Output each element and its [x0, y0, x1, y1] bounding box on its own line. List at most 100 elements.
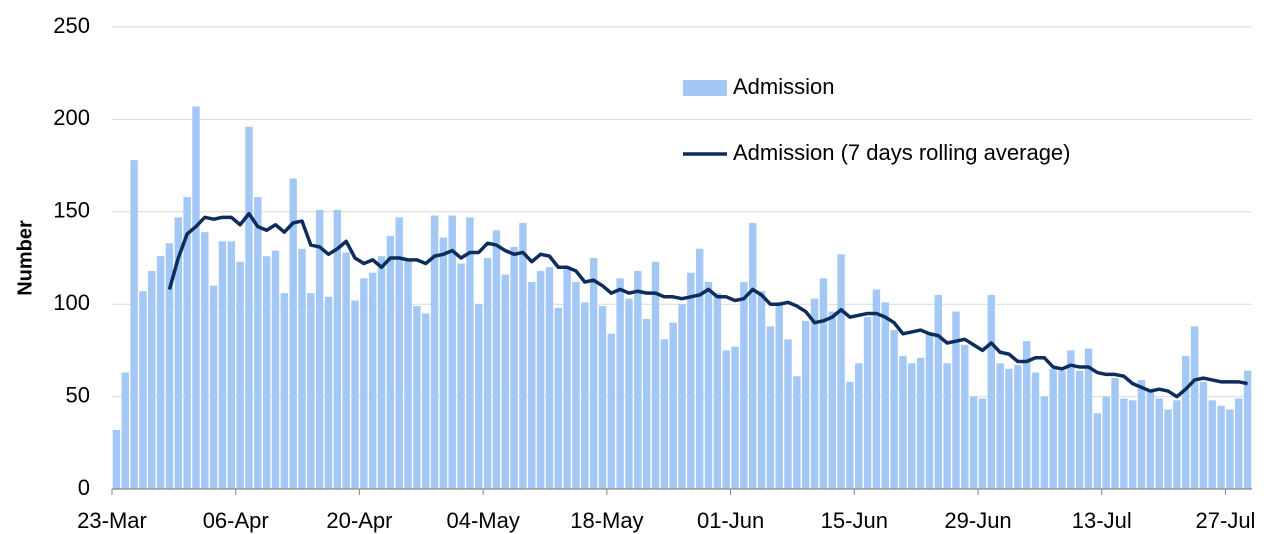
bar	[1084, 348, 1093, 489]
x-tick-label: 04-May	[446, 508, 519, 533]
bar	[607, 333, 616, 489]
bar	[536, 270, 545, 489]
bar	[766, 326, 775, 489]
bar	[333, 209, 342, 489]
legend-label: Admission (7 days rolling average)	[733, 140, 1071, 165]
bar	[695, 248, 704, 489]
bar	[625, 298, 633, 489]
bar	[678, 304, 686, 489]
bar	[1199, 381, 1208, 489]
bar	[1120, 398, 1128, 489]
bar	[395, 217, 403, 489]
bar	[563, 269, 571, 489]
bar	[483, 258, 492, 489]
legend-swatch	[683, 80, 727, 96]
bar	[1093, 413, 1102, 489]
bar	[315, 209, 324, 489]
bar	[598, 306, 607, 489]
y-tick-label: 250	[53, 13, 90, 38]
x-tick-label: 20-Apr	[326, 508, 392, 533]
x-tick-label: 01-Jun	[697, 508, 764, 533]
bar	[183, 197, 191, 490]
bar	[810, 298, 819, 489]
bar	[1155, 398, 1163, 489]
bar	[731, 346, 739, 489]
bar	[298, 248, 306, 489]
bar	[634, 270, 642, 489]
bar	[368, 272, 377, 489]
bar	[934, 294, 942, 489]
bar	[271, 250, 280, 489]
y-tick-label: 150	[53, 198, 90, 223]
bar	[475, 304, 483, 489]
bar	[642, 318, 651, 489]
bar	[1058, 370, 1066, 489]
bar	[457, 263, 465, 489]
y-tick-label: 0	[78, 475, 90, 500]
bar	[1182, 355, 1190, 489]
bar	[448, 215, 456, 489]
bar	[819, 278, 828, 489]
bar	[386, 235, 395, 489]
x-tick-label: 29-Jun	[944, 508, 1011, 533]
bar	[422, 313, 430, 489]
bar	[192, 106, 200, 490]
bar	[687, 272, 695, 489]
bar	[961, 344, 969, 489]
y-tick-label: 100	[53, 290, 90, 315]
bar	[1005, 368, 1013, 489]
bar	[802, 320, 810, 489]
bar	[324, 296, 333, 489]
bar	[1111, 378, 1119, 489]
bar	[660, 339, 669, 489]
bar	[828, 311, 836, 489]
bar	[916, 357, 925, 489]
bar	[881, 302, 889, 489]
bar	[1137, 379, 1146, 489]
bar	[501, 274, 509, 489]
x-tick-label: 06-Apr	[203, 508, 269, 533]
bar	[342, 252, 350, 489]
bar	[130, 160, 138, 489]
bar	[1164, 409, 1172, 489]
bar	[978, 398, 987, 489]
bar	[404, 259, 412, 489]
bar	[1146, 391, 1155, 489]
bar	[713, 293, 722, 489]
bar	[908, 363, 916, 489]
bar	[669, 322, 677, 489]
bar	[748, 222, 757, 489]
bar	[589, 258, 598, 489]
bar	[209, 285, 218, 489]
x-tick-label: 15-Jun	[821, 508, 888, 533]
bar	[1190, 326, 1199, 489]
bar	[651, 261, 660, 489]
bar	[943, 363, 951, 489]
bar	[1235, 398, 1243, 489]
bar	[227, 241, 236, 489]
x-tick-label: 27-Jul	[1196, 508, 1256, 533]
bar	[218, 241, 227, 489]
bar	[1014, 365, 1022, 489]
bar	[969, 396, 978, 489]
bar	[165, 243, 174, 489]
bar	[1031, 372, 1040, 489]
line	[167, 211, 1248, 399]
bar	[1208, 400, 1216, 489]
bar	[1022, 341, 1031, 489]
bar	[996, 363, 1004, 489]
x-tick-label: 23-Mar	[77, 508, 147, 533]
bar	[280, 293, 289, 489]
bar	[899, 355, 907, 489]
bar	[784, 339, 792, 489]
bar	[1067, 350, 1075, 489]
bar	[740, 282, 748, 489]
bar	[545, 267, 554, 489]
bar	[377, 256, 386, 489]
bar	[528, 282, 536, 489]
bar	[952, 311, 960, 489]
bar	[616, 278, 624, 489]
bar	[1040, 396, 1049, 489]
bar	[466, 217, 474, 489]
